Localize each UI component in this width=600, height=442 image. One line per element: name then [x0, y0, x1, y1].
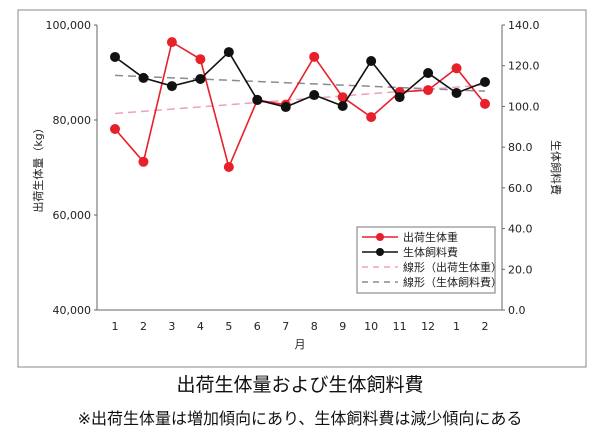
- chart-border: [17, 9, 587, 368]
- y2-tick-label: 80.0: [508, 141, 533, 154]
- data-point-1: [195, 73, 206, 84]
- data-point-0: [138, 156, 149, 167]
- y2-tick-label: 20.0: [508, 263, 533, 276]
- x-tick-label: 7: [282, 320, 289, 333]
- x-tick-label: 8: [311, 320, 318, 333]
- data-point-0: [423, 85, 434, 96]
- data-point-0: [366, 112, 377, 123]
- data-point-1: [451, 87, 462, 98]
- y2-tick-label: 140.0: [508, 19, 540, 32]
- data-point-0: [451, 63, 462, 74]
- data-point-1: [252, 94, 263, 105]
- data-point-1: [480, 77, 490, 87]
- y2-tick-label: 100.0: [508, 100, 540, 113]
- x-tick-label: 2: [140, 320, 147, 333]
- data-point-1: [309, 90, 320, 101]
- y2-tick-label: 120.0: [508, 60, 540, 73]
- x-tick-label: 1: [453, 320, 460, 333]
- data-point-1: [394, 92, 405, 103]
- data-point-0: [166, 37, 177, 48]
- x-tick-label: 10: [364, 320, 378, 333]
- data-point-0: [195, 54, 206, 65]
- y-tick-label: 40,000: [53, 304, 92, 317]
- x-tick-label: 1: [112, 320, 119, 333]
- data-point-0: [480, 98, 490, 109]
- legend-marker: [376, 248, 384, 256]
- y-tick-label: 80,000: [53, 114, 92, 127]
- data-point-0: [223, 162, 234, 173]
- data-point-1: [337, 101, 348, 112]
- chart-title: 出荷生体量および生体飼料費: [176, 374, 424, 396]
- trendline-1: [114, 74, 486, 92]
- y-axis-label: 出荷生体量（kg）: [31, 122, 45, 212]
- data-point-1: [166, 81, 177, 92]
- series-line-0: [114, 40, 486, 170]
- x-tick-label: 12: [421, 320, 435, 333]
- legend-label: 線形（出荷生体重）: [403, 260, 502, 274]
- data-point-0: [110, 124, 120, 135]
- chart: 40,000 60,000 80,000 100,000 0.0 20.0 40.0 60.0…: [17, 9, 587, 368]
- legend-label: 線形（生体飼料費）: [403, 275, 502, 289]
- x-tick-label: 2: [482, 320, 489, 333]
- legend-label: 出荷生体重: [403, 230, 458, 244]
- x-tick-label: 4: [197, 320, 204, 333]
- legend-marker: [376, 233, 384, 241]
- data-point-1: [110, 51, 120, 62]
- y-tick-label: 100,000: [46, 19, 92, 32]
- data-point-1: [280, 102, 291, 113]
- y-tick-label: 60,000: [53, 209, 92, 222]
- data-point-1: [223, 47, 234, 58]
- x-tick-label: 5: [225, 320, 232, 333]
- y2-axis-label: 生体飼料費: [549, 140, 563, 195]
- x-axis-label: 月: [295, 338, 306, 351]
- y2-tick-label: 40.0: [508, 223, 533, 236]
- data-point-0: [337, 92, 348, 103]
- legend-label: 生体飼料費: [403, 245, 458, 259]
- chart-note: ※出荷生体量は増加傾向にあり、生体飼料費は減少傾向にある: [77, 409, 523, 428]
- y2-tick-label: 0.0: [508, 304, 526, 317]
- y2-tick-label: 60.0: [508, 182, 533, 195]
- x-tick-label: 3: [168, 320, 175, 333]
- x-tick-label: 9: [339, 320, 346, 333]
- data-point-1: [366, 56, 377, 67]
- x-tick-label: 6: [254, 320, 261, 333]
- x-tick-label: 11: [393, 320, 407, 333]
- trendline-0: [114, 84, 486, 115]
- data-point-1: [138, 72, 149, 83]
- data-point-1: [423, 68, 434, 79]
- data-point-0: [309, 51, 320, 62]
